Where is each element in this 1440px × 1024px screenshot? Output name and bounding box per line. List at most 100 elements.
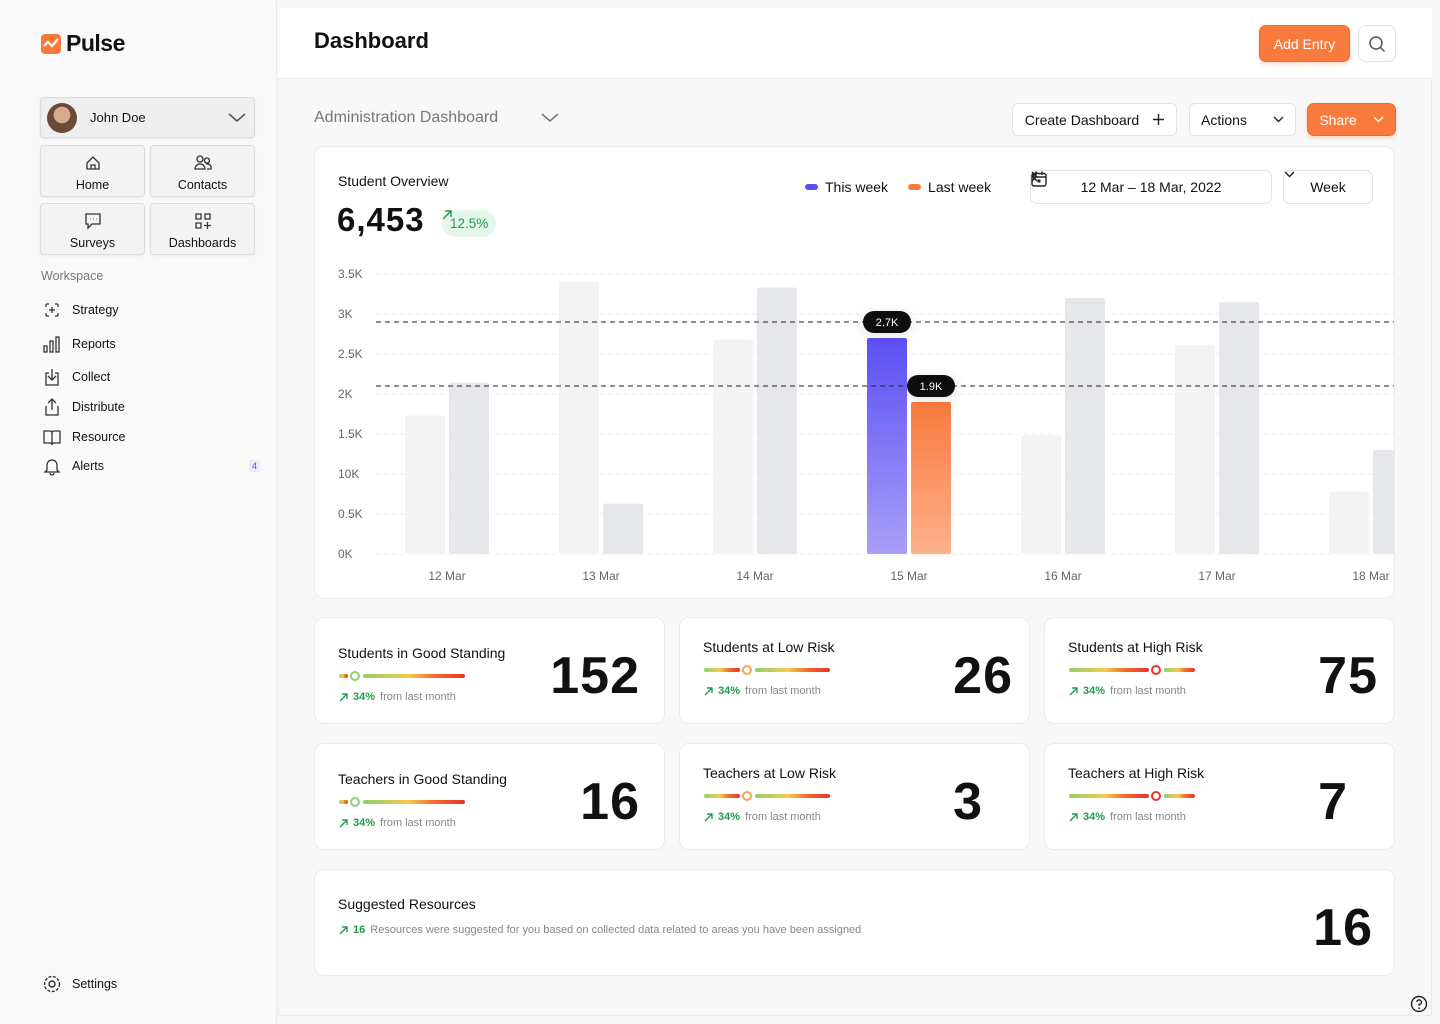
change: 34% from last month [339, 817, 456, 829]
arrow-shape [339, 692, 348, 701]
risk-gauge [339, 797, 465, 807]
plus-icon [1153, 114, 1165, 125]
nav-tile[interactable]: Home [40, 145, 145, 197]
search-icon [1369, 35, 1386, 52]
legend-item[interactable]: This week [805, 179, 888, 195]
value-label: 1.9K [920, 381, 943, 393]
icon-shape [45, 398, 59, 416]
nav-item[interactable]: Collect [42, 367, 260, 387]
brand[interactable]: Pulse [40, 30, 125, 57]
bar [757, 287, 797, 554]
dashboard-selector[interactable]: Administration Dashboard [314, 109, 559, 127]
x-tick-label: 15 Mar [890, 569, 927, 583]
icon-shape [43, 430, 61, 446]
risk-gauge [339, 671, 465, 681]
date-range[interactable]: 12 Mar – 18 Mar, 2022 [1030, 170, 1272, 204]
gauge-bar [1164, 794, 1195, 798]
icon-shape [85, 156, 100, 170]
avatar [47, 102, 77, 133]
period-select[interactable]: Week [1283, 170, 1373, 204]
icon [194, 213, 211, 229]
share-button[interactable]: Share [1307, 103, 1396, 136]
create-dashboard-button[interactable]: Create Dashboard [1012, 103, 1177, 136]
change-note: from last month [380, 817, 456, 829]
change: 34% from last month [339, 691, 456, 703]
gauge-marker [350, 797, 360, 807]
legend-label: Last week [928, 179, 992, 195]
icon [43, 336, 60, 353]
arrow-up [1069, 686, 1078, 695]
bar [713, 339, 753, 554]
suggested-count: 16 [353, 924, 366, 936]
change-note: from last month [745, 685, 821, 697]
value-label: 2.7K [876, 317, 899, 329]
settings[interactable]: Settings [42, 974, 117, 994]
stat-title: Teachers at High Risk [1068, 765, 1205, 781]
arrow-up [704, 686, 713, 695]
change: 34% from last month [704, 685, 821, 697]
stat-card: Students in Good Standing 34% from last mo… [314, 617, 665, 724]
tile-label: Surveys [69, 236, 116, 250]
search-button[interactable] [1358, 25, 1396, 62]
stat-value: 26 [953, 647, 1013, 705]
gauge-bar [704, 794, 740, 798]
actions-button[interactable]: Actions [1189, 103, 1296, 136]
tooltip [863, 311, 911, 333]
gauge-marker [1151, 791, 1161, 801]
change-note: from last month [1110, 811, 1186, 823]
suggested-title: Suggested Resources [338, 896, 476, 912]
change-value: 34% [718, 685, 741, 697]
legend: This week Last week [805, 179, 991, 195]
risk-gauge [704, 665, 830, 675]
x-tick-label: 18 Mar [1352, 569, 1389, 583]
y-tick-label: 0.5K [338, 507, 363, 521]
nav-tile[interactable]: Contacts [150, 145, 255, 197]
stat-card: Teachers at Low Risk 34% from last month 3 [679, 743, 1030, 850]
icon [84, 213, 101, 230]
icon [193, 155, 212, 170]
tooltip [907, 375, 955, 397]
help-button[interactable] [1410, 995, 1428, 1018]
stat-title: Students at High Risk [1068, 639, 1203, 655]
add-entry-button[interactable]: Add Entry [1259, 25, 1350, 62]
nav-item[interactable]: Reports [42, 334, 260, 354]
x-tick-label: 12 Mar [428, 569, 465, 583]
gauge-marker [350, 671, 360, 681]
bar [867, 338, 907, 554]
help-icon [1410, 995, 1428, 1013]
nav-tile[interactable]: Surveys [40, 203, 145, 255]
user-menu[interactable]: John Doe [40, 97, 255, 138]
gauge-marker [1151, 665, 1161, 675]
bar [911, 402, 951, 554]
icon [45, 303, 59, 317]
button-label: Share [1319, 111, 1357, 128]
top-bar [278, 8, 1432, 79]
stat-value: 152 [550, 647, 640, 705]
y-tick-label: 3K [338, 307, 353, 321]
nav-item[interactable]: Resource [42, 427, 260, 447]
icon [43, 430, 61, 446]
nav-item[interactable]: Distribute [42, 397, 260, 417]
nav-item[interactable]: Strategy [42, 300, 260, 320]
change: 34% from last month [1069, 685, 1186, 697]
risk-gauge [704, 791, 830, 801]
x-tick-label: 14 Mar [736, 569, 773, 583]
dashboard-name: Administration Dashboard [314, 109, 499, 126]
gauge-bar [1069, 794, 1149, 798]
suggested-card: Suggested Resources 16 Resources were su… [314, 869, 1395, 976]
risk-gauge [1069, 665, 1195, 675]
legend-item[interactable]: Last week [908, 179, 991, 195]
arrow-shape [339, 818, 348, 827]
nav-tile[interactable]: Dashboards [150, 203, 255, 255]
change-badge: 12.5% [442, 210, 497, 237]
bar [1329, 491, 1369, 554]
bar [603, 503, 643, 554]
nav-label: Resource [72, 430, 126, 444]
chevron [1284, 171, 1295, 178]
gauge-bar [339, 674, 348, 678]
chevron [541, 113, 559, 122]
icon [85, 156, 100, 170]
nav-item[interactable]: Alerts 4 [42, 456, 260, 476]
gauge-bar [339, 800, 348, 804]
icon-shape [45, 369, 59, 386]
